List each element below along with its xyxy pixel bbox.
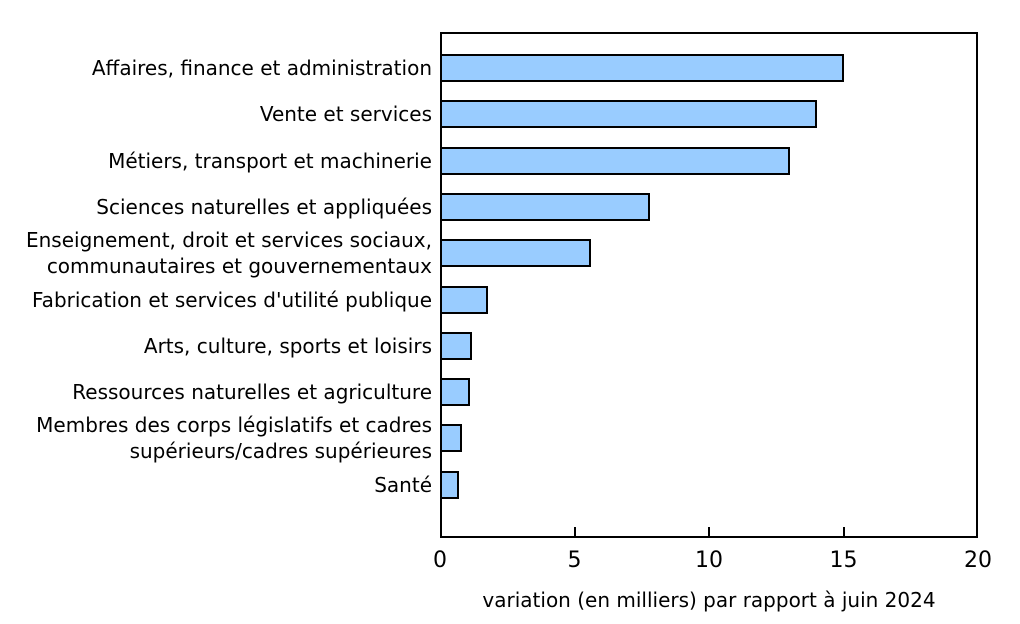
x-axis-tick-label: 10 (695, 548, 723, 573)
bar-7 (440, 378, 470, 407)
x-axis-tick (573, 527, 576, 536)
bar-6 (440, 331, 473, 360)
x-axis-tick-label: 0 (433, 548, 447, 573)
x-axis-tick-label: 15 (829, 548, 858, 573)
bar-2 (440, 146, 790, 175)
category-label-8: Membres des corps législatifs et cadres … (36, 413, 432, 464)
bar-4 (440, 239, 591, 268)
category-label-2: Métiers, transport et machinerie (108, 148, 432, 173)
bar-8 (440, 424, 462, 453)
category-label-4: Enseignement, droit et services sociaux,… (25, 228, 432, 279)
category-label-3: Sciences naturelles et appliquées (96, 194, 432, 219)
x-axis-tick (708, 527, 710, 536)
plot-area (440, 32, 978, 538)
category-label-0: Affaires, finance et administration (91, 56, 432, 80)
x-axis-tick (842, 527, 845, 536)
bar-9 (440, 470, 459, 499)
category-label-5: Fabrication et services d'utilité publiq… (32, 287, 432, 312)
category-label-1: Vente et services (259, 102, 432, 127)
category-label-7: Ressources naturelles et agriculture (72, 380, 432, 405)
x-axis-tick-label: 20 (964, 548, 992, 573)
bar-3 (440, 192, 650, 221)
bar-1 (440, 100, 817, 129)
bar-0 (440, 54, 844, 82)
category-label-9: Santé (374, 472, 432, 497)
x-axis-tick-label: 5 (567, 548, 582, 573)
category-label-6: Arts, culture, sports et loisirs (143, 333, 432, 358)
bar-5 (440, 285, 489, 314)
x-axis-title: variation (en milliers) par rapport à ju… (482, 588, 936, 612)
